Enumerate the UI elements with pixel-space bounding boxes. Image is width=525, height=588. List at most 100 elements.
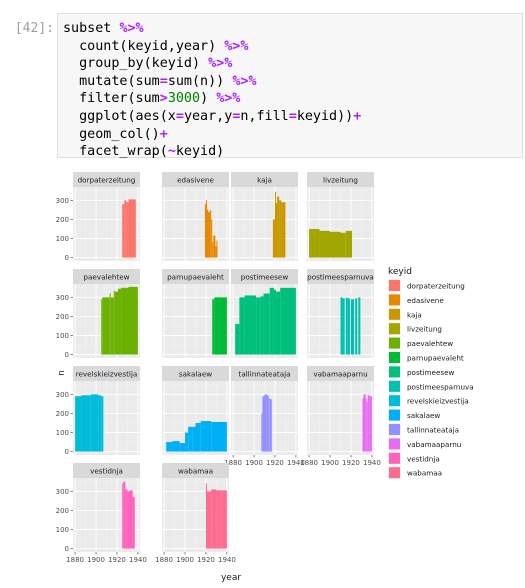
x-axis-title: year bbox=[221, 573, 241, 583]
y-tick-label: 200 bbox=[56, 410, 69, 418]
facet-strip bbox=[231, 366, 298, 381]
bar bbox=[114, 291, 119, 355]
legend-swatch bbox=[389, 352, 400, 363]
bar bbox=[363, 394, 366, 452]
code-number: 3000 bbox=[167, 91, 201, 107]
bar bbox=[204, 204, 206, 258]
legend-label: tallinnateataja bbox=[407, 426, 459, 435]
code-operator: %>% bbox=[224, 38, 249, 54]
legend-item: postimeesew bbox=[388, 365, 455, 379]
bar bbox=[263, 293, 270, 355]
bar bbox=[212, 242, 214, 258]
bar bbox=[279, 200, 282, 258]
y-tick-label: 0 bbox=[65, 351, 69, 359]
bar bbox=[172, 441, 180, 452]
code-token: n,fill bbox=[240, 108, 289, 124]
x-tick-label: 1920 bbox=[342, 459, 360, 467]
bar bbox=[345, 297, 348, 355]
x-tick-label: 1940 bbox=[363, 459, 381, 467]
x-tick-label: 1880 bbox=[155, 556, 173, 564]
bar bbox=[90, 394, 99, 452]
code-operator: %>% bbox=[216, 91, 241, 107]
legend-item: vestidnja bbox=[388, 451, 440, 465]
x-tick-label: 1940 bbox=[218, 556, 236, 564]
bar bbox=[124, 200, 127, 258]
code-operator: > bbox=[159, 91, 168, 107]
facet-label: revelskieizvestija bbox=[76, 370, 138, 379]
bar bbox=[208, 211, 211, 258]
bar bbox=[128, 199, 136, 258]
legend-label: edasivene bbox=[407, 296, 444, 305]
facet-panel: livzeitung bbox=[307, 172, 374, 261]
code-line: facet_wrap(~keyid) bbox=[63, 144, 224, 159]
code-block[interactable]: subset %>% count(keyid,year) %>% group_b… bbox=[63, 20, 361, 161]
legend-label: vabamaaparnu bbox=[407, 440, 461, 449]
bar bbox=[127, 491, 130, 549]
bar bbox=[365, 398, 367, 452]
bar bbox=[211, 219, 213, 258]
x-tick-label: 1900 bbox=[321, 459, 339, 467]
bar bbox=[122, 483, 124, 549]
bar bbox=[166, 442, 173, 452]
facet-panel: tallinnateataja 1880 1900 1920 1940 bbox=[224, 366, 305, 467]
bar bbox=[272, 219, 275, 258]
facet-strip bbox=[162, 366, 229, 381]
bar bbox=[260, 296, 264, 355]
code-operator: = bbox=[232, 108, 241, 124]
legend-label: parnupaevaleht bbox=[407, 354, 464, 363]
y-tick-label: 200 bbox=[56, 216, 69, 224]
code-token: facet_wrap( bbox=[63, 144, 168, 160]
code-line: group_by(keyid) %>% bbox=[63, 56, 232, 71]
bar bbox=[75, 396, 82, 452]
code-cell-input[interactable]: subset %>% count(keyid,year) %>% group_b… bbox=[57, 13, 523, 161]
legend-item: postimeesparnuva bbox=[388, 379, 474, 393]
x-tick-label: 1920 bbox=[266, 459, 284, 467]
bar bbox=[252, 295, 257, 355]
legend-swatch bbox=[389, 308, 400, 320]
bar bbox=[101, 396, 104, 452]
facet-panel: edasivene bbox=[162, 172, 229, 261]
facet-strip bbox=[307, 172, 374, 187]
x-tick-label: 1940 bbox=[129, 556, 147, 564]
facet-panel: revelskieizvestija 0 100 200 300 bbox=[56, 366, 140, 456]
x-tick-label: 1880 bbox=[224, 459, 242, 467]
y-tick-label: 100 bbox=[56, 332, 69, 340]
bar bbox=[274, 191, 277, 258]
bar bbox=[269, 287, 274, 355]
bar bbox=[129, 490, 133, 549]
bar bbox=[256, 297, 261, 355]
legend-label: livzeitung bbox=[407, 325, 442, 334]
facet-strip bbox=[73, 463, 140, 478]
bar bbox=[342, 298, 345, 355]
code-operator: + bbox=[353, 108, 362, 124]
code-token: keyid) bbox=[175, 144, 225, 160]
code-operator: %>% bbox=[119, 21, 144, 36]
bar bbox=[128, 286, 138, 355]
facet-strip bbox=[73, 269, 140, 284]
bar bbox=[185, 432, 189, 452]
bar bbox=[207, 491, 212, 549]
bar bbox=[347, 298, 350, 355]
code-token: sum(n)) bbox=[167, 73, 233, 89]
bar bbox=[366, 401, 368, 452]
legend-swatch bbox=[389, 438, 400, 450]
legend: keyid dorpaterzeitung edasivene kaja livzeit… bbox=[388, 267, 474, 480]
bar bbox=[205, 200, 208, 258]
bar bbox=[125, 489, 128, 549]
legend-item: dorpaterzeitung bbox=[388, 279, 465, 292]
code-token: subset bbox=[63, 21, 120, 36]
code-operator: ~ bbox=[167, 144, 176, 160]
legend-swatch bbox=[389, 380, 400, 392]
code-operator: = bbox=[288, 108, 297, 124]
bar bbox=[355, 298, 358, 355]
x-tick-label: 1880 bbox=[300, 459, 318, 467]
facet-label: postimeesew bbox=[241, 273, 289, 282]
bar bbox=[98, 395, 102, 452]
facet-bar-chart: dorpaterzeitung 0 100 200 300 edasivene kaja li… bbox=[56, 172, 474, 583]
y-tick-label: 300 bbox=[56, 391, 69, 399]
bar bbox=[132, 497, 135, 549]
bar bbox=[118, 288, 122, 355]
bar bbox=[221, 490, 227, 549]
bar bbox=[102, 297, 110, 355]
code-line: mutate(sum=sum(n)) %>% bbox=[63, 73, 256, 89]
